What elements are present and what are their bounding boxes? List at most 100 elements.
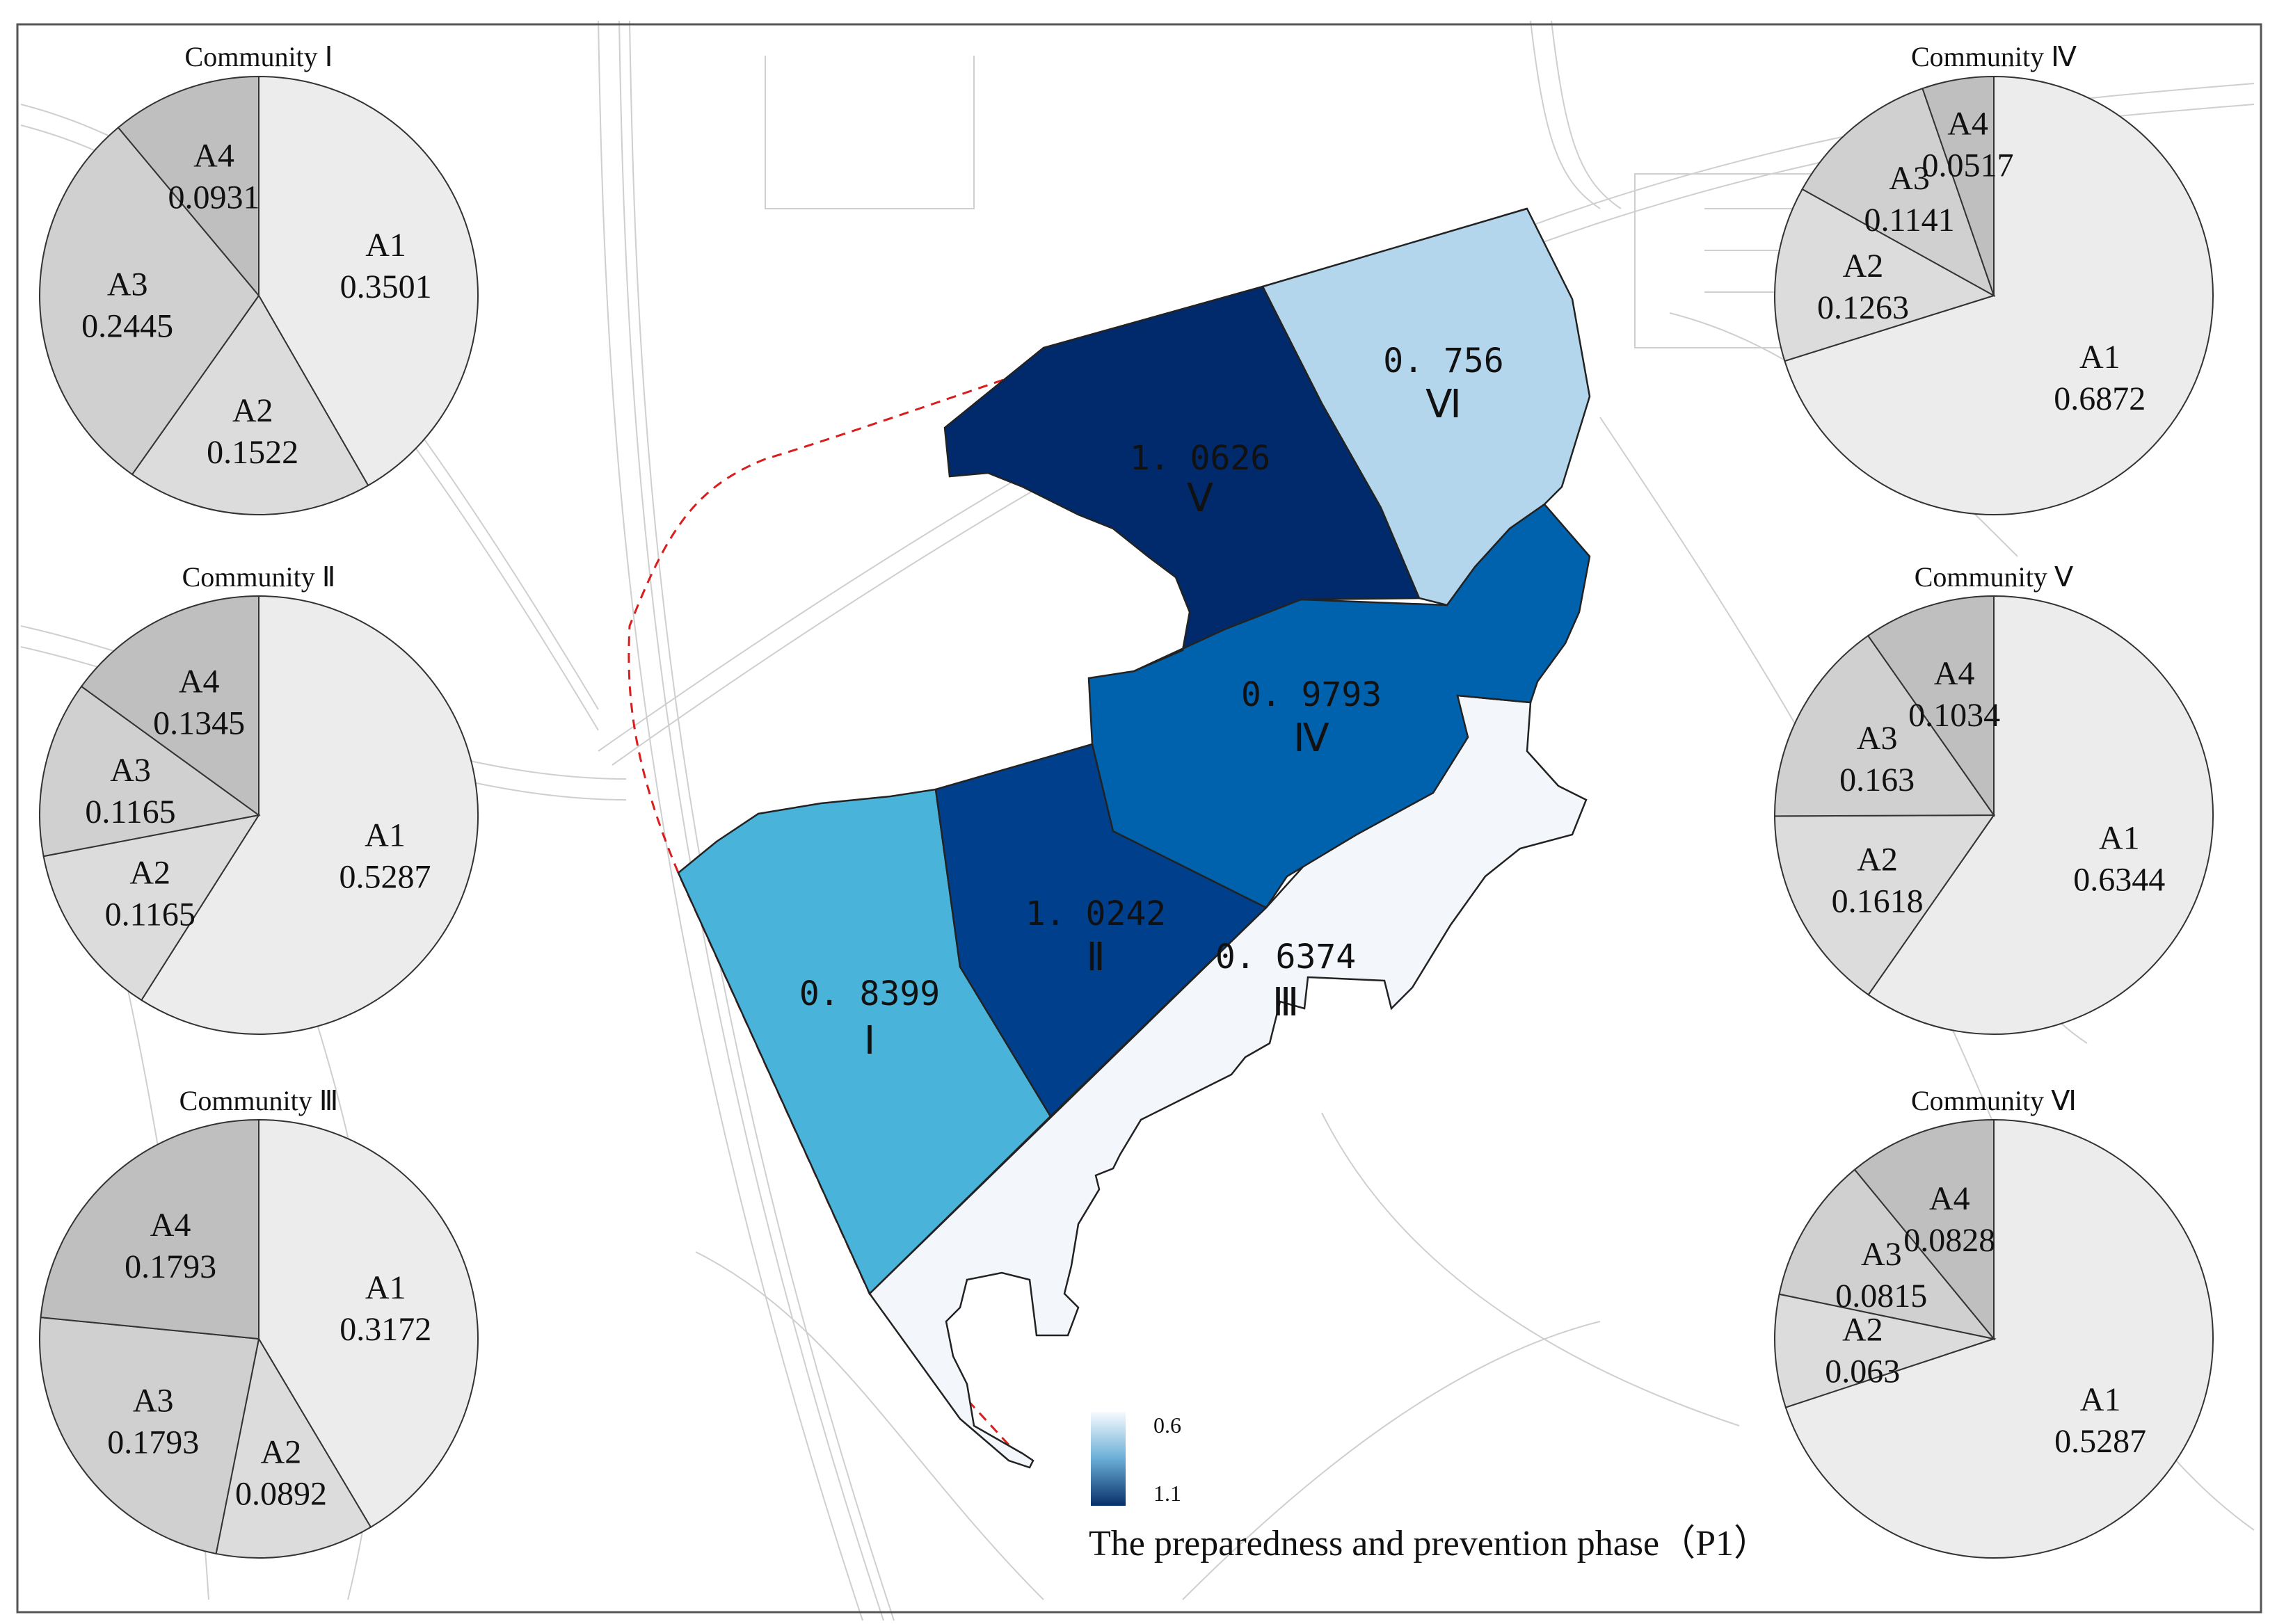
district-ii-roman: Ⅱ [1086,936,1105,979]
pie-slice-value: 0.1165 [85,794,175,830]
district-iv[interactable] [1087,503,1591,909]
pie-title: Community Ⅵ [1911,1085,2077,1116]
pie-community-1: Community Ⅰ A1 0.3501 A2 0.1522 A3 0.2445 A4 0.0… [39,41,479,515]
district-vi[interactable] [1261,207,1591,606]
pie-slice-a4 [1867,595,1995,818]
pie-slice-a1 [1784,75,2214,515]
pie-community-2: Community Ⅱ A1 0.5287 A2 0.1165 A3 0.1165 A4 0.1… [39,561,479,1035]
pie-slice-a1 [140,595,479,1035]
pie-community-4: Community Ⅳ A1 0.6872 A2 0.1263 A3 0.1141 A4 0.0… [1774,41,2214,515]
pie-slice-label: A4 [1929,1180,1970,1217]
pie-slice-label: A1 [365,227,406,264]
pie-title: Community Ⅰ [185,41,333,72]
pie-slice-label: A2 [1842,1312,1883,1349]
pie-slice-label: A3 [110,752,151,789]
pie-slice-label: A3 [1889,160,1930,197]
district-polygons [677,207,1591,1469]
pie-slice-a4 [1922,75,1995,296]
legend-max-label: 1.1 [1153,1481,1181,1506]
pie-slice-label: A2 [232,392,273,429]
pie-slice-value: 0.1263 [1817,289,1909,326]
pie-slice-value: 0.1345 [153,705,245,742]
pie-slice-a4 [117,75,259,298]
community-pie-charts: Community Ⅰ A1 0.3501 A2 0.1522 A3 0.2445 A4 0.0… [39,41,2214,1559]
pie-slice-label: A4 [193,137,234,174]
legend-min-label: 0.6 [1153,1413,1181,1438]
pie-slice-label: A2 [1857,842,1898,878]
pie-slice-label: A1 [2079,339,2120,376]
pie-slice-a2 [131,294,369,515]
district-v-value: 1. 0626 [1130,439,1270,478]
pie-slice-label: A1 [365,817,406,854]
pie-title: Community Ⅲ [179,1085,339,1116]
pie-slice-value: 0.0517 [1922,147,2014,184]
district-iv-value: 0. 9793 [1241,675,1382,714]
pie-slice-value: 0.063 [1825,1353,1900,1390]
pie-slice-value: 0.6344 [2073,862,2165,899]
pie-slice-a2 [42,814,261,1002]
pie-slice-a3 [1801,87,1995,298]
pie-slice-value: 0.5287 [339,859,431,896]
pie-slice-a3 [1773,634,1995,817]
pie-slice-value: 0.1793 [107,1424,199,1461]
pie-slice-value: 0.2445 [81,308,173,345]
pie-slice-a3 [39,1317,260,1555]
pie-title: Community Ⅳ [1911,41,2077,72]
legend-color-bar [1091,1412,1126,1506]
pie-slice-value: 0.0892 [235,1475,327,1512]
pie-slice-label: A2 [1843,248,1884,284]
pie-slice-value: 0.0828 [1903,1222,1995,1259]
pie-slice-label: A3 [1857,720,1898,757]
figure-frame [16,23,2262,1614]
pie-slice-label: A1 [365,1269,406,1306]
pie-slice-a1 [1867,595,2214,1035]
pie-slice-a3 [39,126,260,476]
pie-slice-value: 0.1141 [1864,202,1954,239]
district-iii-roman: Ⅲ [1272,981,1300,1024]
pie-slice-label: A3 [107,266,148,303]
study-area-boundary [628,207,1528,1469]
pie-community-5: Community Ⅴ A1 0.6344 A2 0.1618 A3 0.163 A4 0.10… [1773,561,2214,1035]
color-legend: 0.6 1.1 [1091,1412,1181,1506]
pie-title: Community Ⅱ [182,561,336,593]
pie-slice-a4 [80,595,259,817]
pie-slice-label: A4 [150,1207,191,1244]
pie-slice-value: 0.163 [1839,762,1915,798]
district-i-value: 0. 8399 [799,974,940,1013]
pie-slice-a4 [1853,1118,1995,1341]
pie-slice-label: A3 [133,1383,174,1420]
pie-slice-a1 [258,1118,479,1529]
district-iii-value: 0. 6374 [1215,938,1356,976]
district-iv-roman: Ⅳ [1293,717,1329,760]
pie-slice-label: A4 [179,664,220,700]
pie-slice-label: A4 [1947,105,1988,142]
pie-slice-a2 [215,1337,372,1559]
pie-slice-label: A2 [129,854,170,891]
pie-slice-value: 0.5287 [2054,1423,2146,1460]
pie-community-6: Community Ⅵ A1 0.5287 A2 0.063 A3 0.0815 A4 0.08… [1774,1085,2214,1559]
district-vi-value: 0. 756 [1383,341,1503,380]
pie-slice-value: 0.0815 [1835,1278,1927,1315]
pie-slice-a4 [40,1118,259,1340]
pie-slice-value: 0.1522 [207,434,298,471]
district-v-roman: Ⅴ [1187,477,1213,520]
pie-slice-a1 [258,75,479,487]
pie-slice-value: 0.1034 [1908,697,2000,734]
pie-slice-a2 [1773,814,1995,996]
pie-slice-a3 [1778,1168,1996,1340]
pie-slice-a1 [1784,1118,2214,1559]
pie-slice-value: 0.1793 [125,1248,216,1285]
pie-title: Community Ⅴ [1915,561,2074,593]
pie-slice-value: 0.1165 [105,896,195,933]
district-ii-value: 1. 0242 [1025,894,1166,933]
district-i-roman: Ⅰ [864,1020,876,1063]
pie-slice-label: A3 [1861,1236,1902,1273]
district-iii[interactable] [868,694,1588,1469]
district-vi-roman: Ⅵ [1425,383,1462,426]
pie-slice-value: 0.6872 [2054,380,2146,417]
pie-slice-label: A1 [2080,1381,2121,1418]
pie-slice-value: 0.0931 [168,179,260,216]
pie-slice-label: A2 [261,1433,302,1470]
